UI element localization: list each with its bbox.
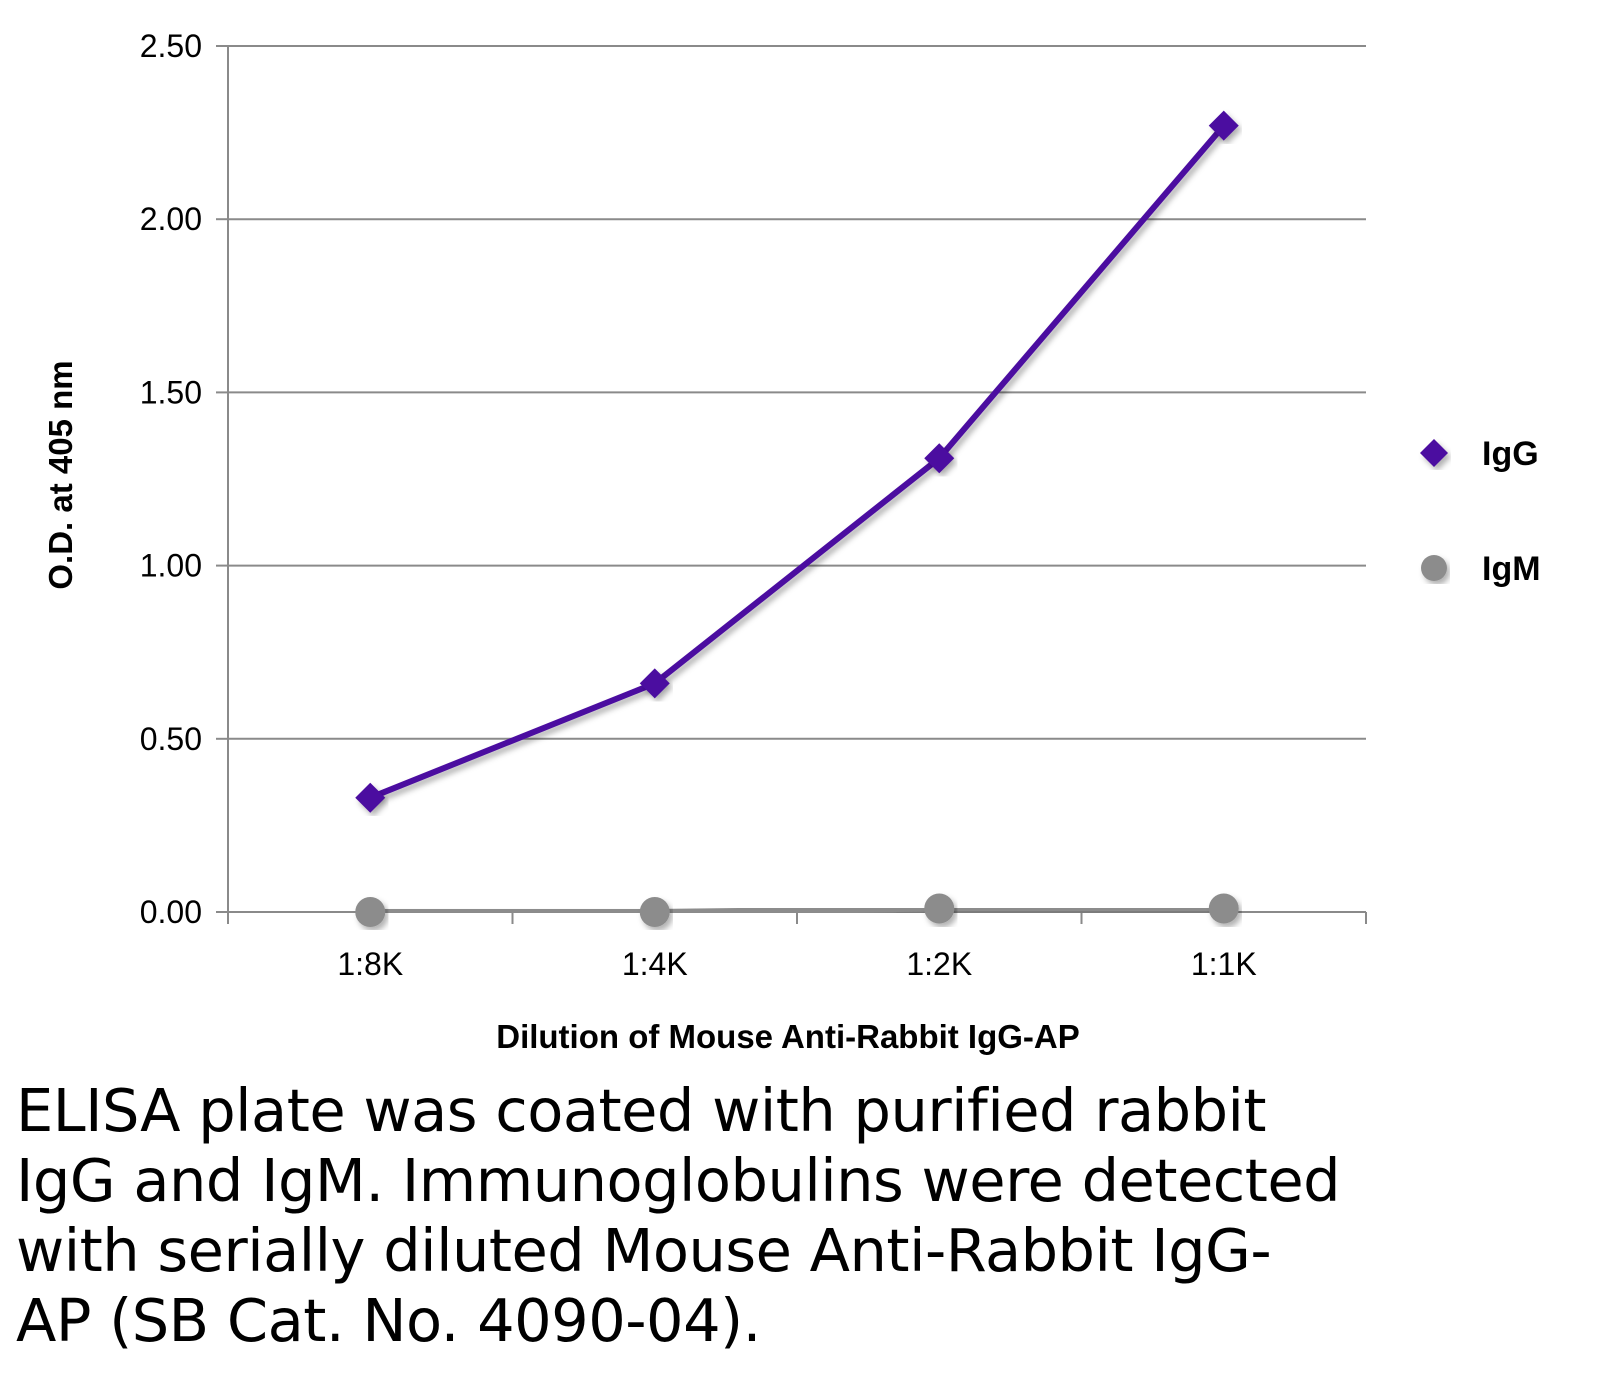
marker-igg-1 — [639, 668, 670, 699]
y-tick-label-5: 2.50 — [140, 28, 202, 64]
legend: IgG IgM — [1394, 435, 1541, 588]
legend-label-igg: IgG — [1482, 435, 1539, 473]
caption-line-4: AP (SB Cat. No. 4090-04). — [16, 1286, 761, 1355]
y-tick-label-1: 0.50 — [140, 721, 202, 757]
x-tick-label-2: 1:2K — [906, 946, 972, 982]
legend-marker-igg — [1420, 439, 1448, 467]
x-tick-label-0: 1:8K — [337, 946, 403, 982]
series-lines — [355, 110, 1239, 927]
marker-igm-1 — [639, 897, 670, 927]
gridlines — [228, 45, 1366, 740]
x-tick-labels: 1:8K 1:4K 1:2K 1:1K — [337, 946, 1256, 982]
y-tick-label-3: 1.50 — [140, 374, 202, 410]
y-tick-label-2: 1.00 — [140, 548, 202, 584]
y-tick-label-0: 0.00 — [140, 894, 202, 930]
figure-caption: ELISA plate was coated with purified rab… — [16, 1076, 1576, 1356]
y-axis-title: O.D. at 405 nm — [42, 360, 79, 589]
series-line-igm — [367, 905, 1227, 915]
legend-marker-igm — [1421, 555, 1447, 581]
marker-igg-3 — [1208, 110, 1239, 141]
caption-line-1: ELISA plate was coated with purified rab… — [16, 1076, 1267, 1145]
x-tick-label-3: 1:1K — [1191, 946, 1257, 982]
x-axis-title: Dilution of Mouse Anti-Rabbit IgG-AP — [496, 1018, 1080, 1055]
legend-label-igm: IgM — [1482, 550, 1541, 588]
marker-igm-0 — [355, 897, 386, 927]
marker-igm-2 — [924, 893, 955, 924]
caption-line-2: IgG and IgM. Immunoglobulins were detect… — [16, 1146, 1341, 1215]
y-tick-label-4: 2.00 — [140, 201, 202, 237]
caption-line-3: with serially diluted Mouse Anti-Rabbit … — [16, 1216, 1272, 1285]
marker-igm-3 — [1208, 893, 1239, 924]
marker-igg-2 — [924, 443, 955, 474]
marker-igg-0 — [355, 782, 386, 813]
y-tick-labels: 0.00 0.50 1.00 1.50 2.00 2.50 — [140, 28, 202, 930]
x-tick-label-1: 1:4K — [622, 946, 688, 982]
elisa-line-chart: 0.00 0.50 1.00 1.50 2.00 2.50 1:8K 1:4K 1:2K 1:1… — [42, 28, 1541, 1055]
series-line-igg — [367, 122, 1227, 801]
